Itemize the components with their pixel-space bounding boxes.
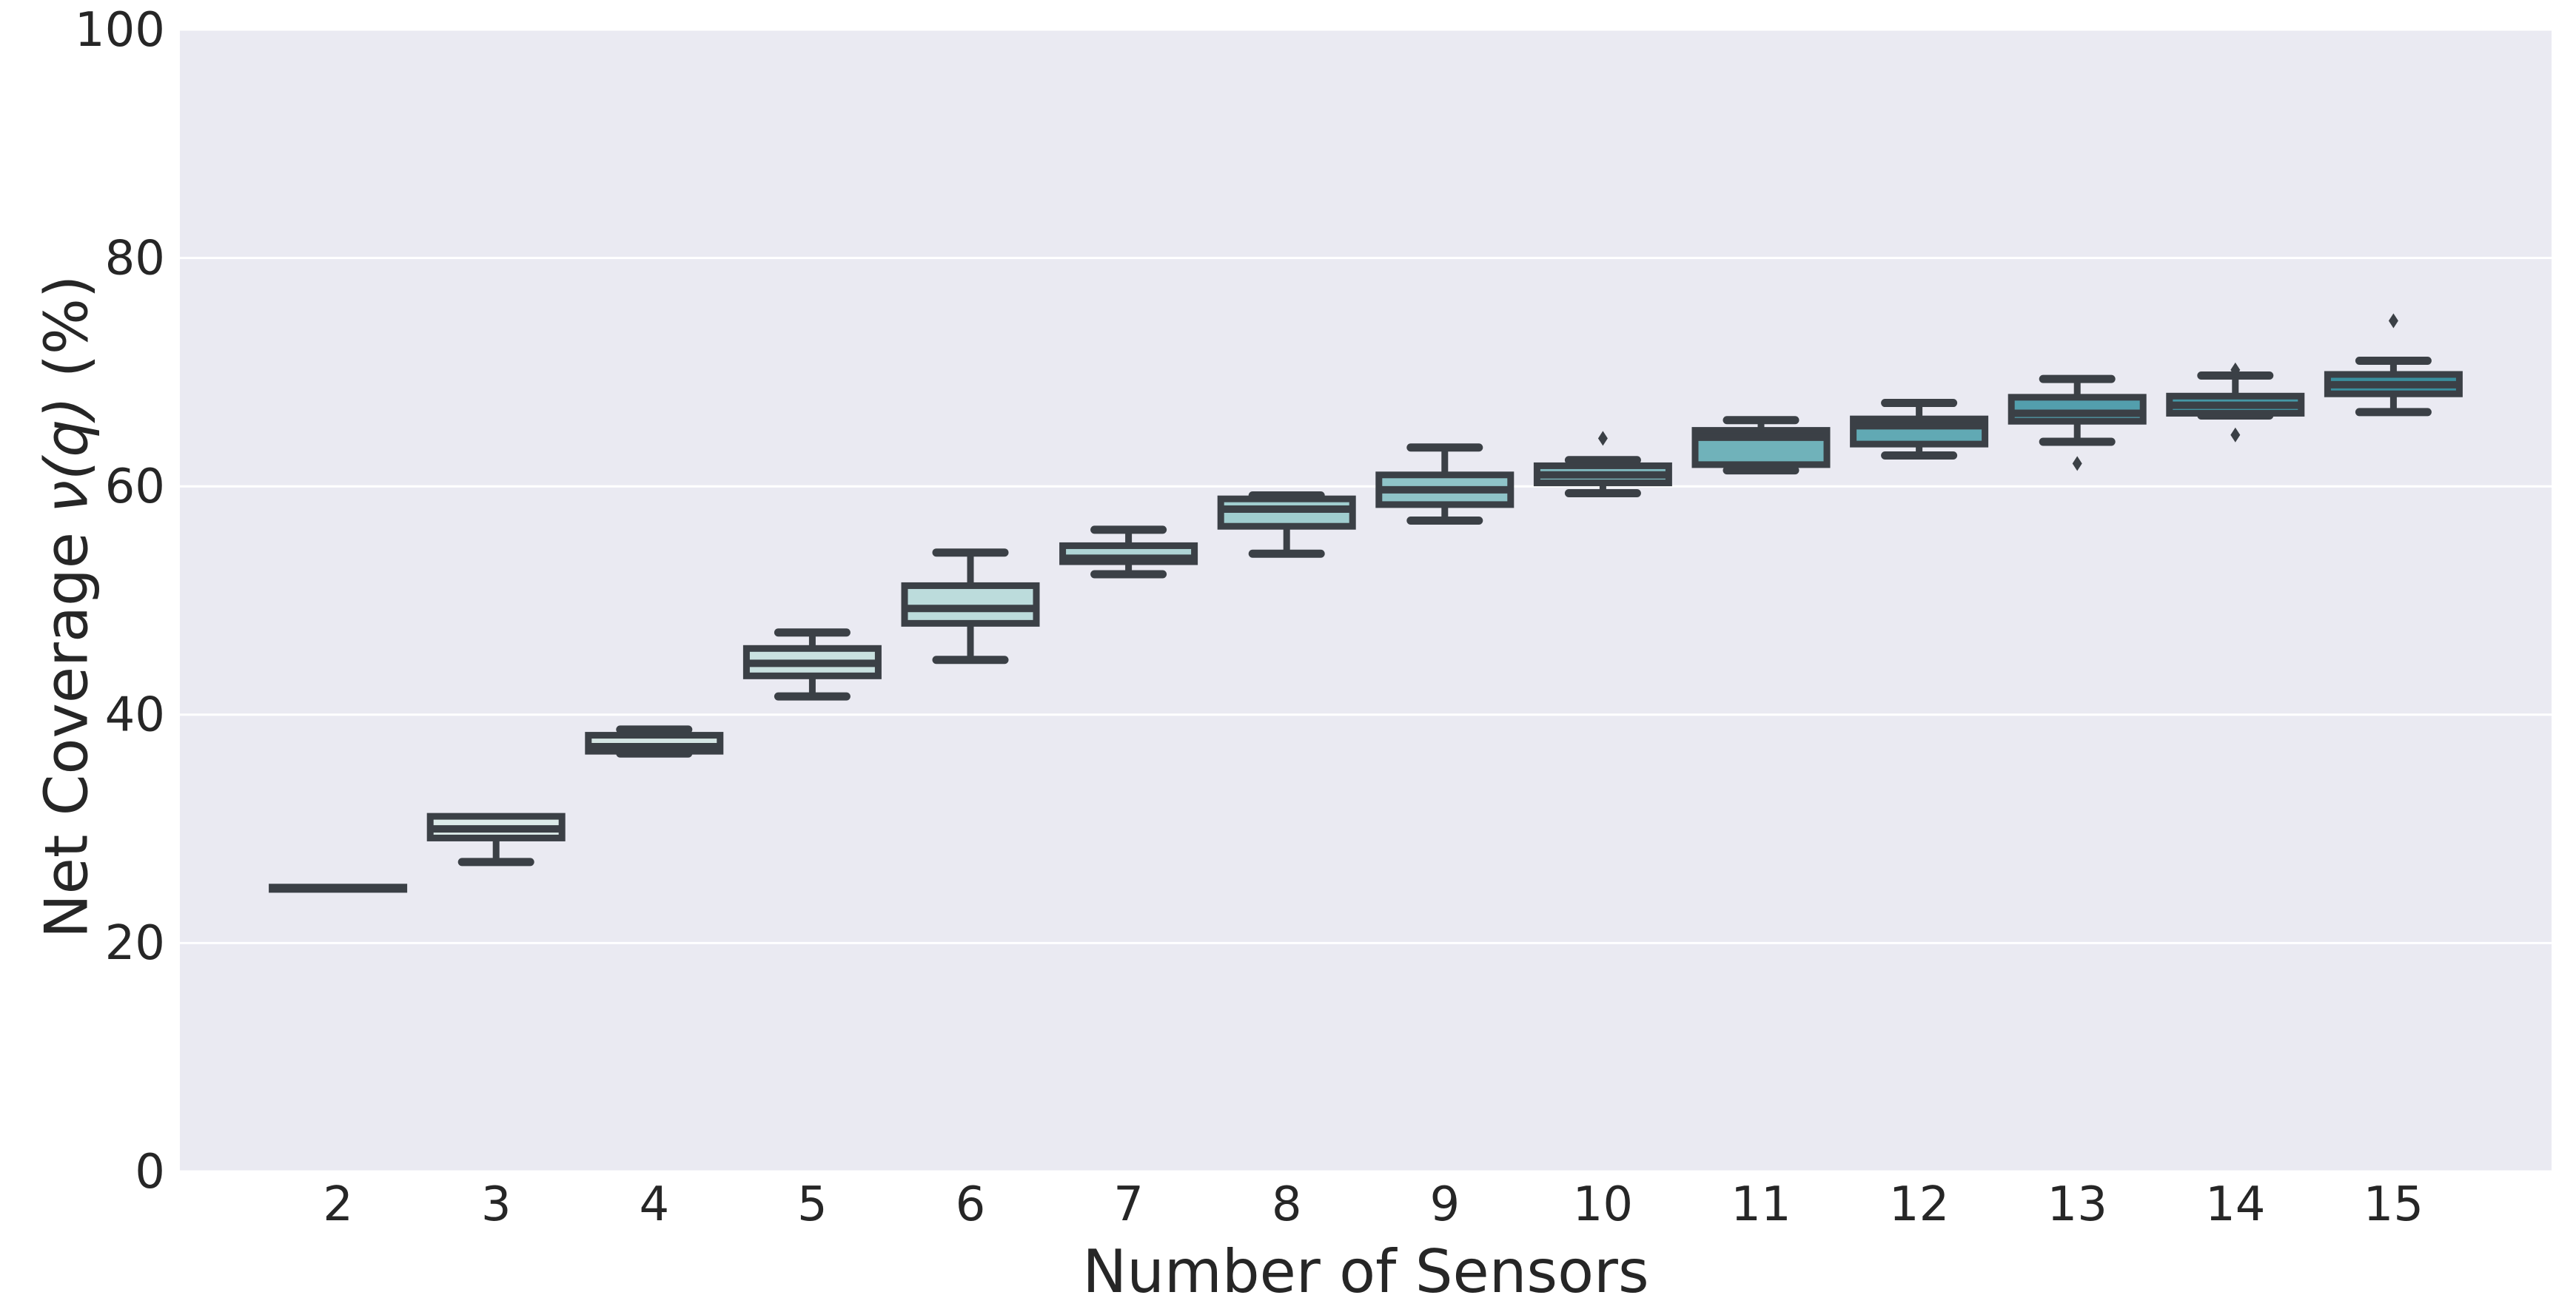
x-tick-label: 2 bbox=[323, 1177, 353, 1232]
box-group-4 bbox=[585, 725, 724, 758]
y-axis-title-prefix: Net Coverage bbox=[32, 513, 101, 939]
box-group-12 bbox=[1850, 399, 1989, 460]
x-tick-label: 11 bbox=[1731, 1177, 1791, 1232]
y-axis-title-math: ν(q) bbox=[32, 396, 101, 514]
x-tick-label: 15 bbox=[2364, 1177, 2424, 1232]
x-tick-label: 6 bbox=[956, 1177, 986, 1232]
y-tick-label: 100 bbox=[75, 3, 165, 58]
outlier-diamond bbox=[2388, 313, 2398, 329]
y-axis-title: Net Coverage ν(q) (%) bbox=[33, 275, 101, 938]
x-axis-title: Number of Sensors bbox=[1082, 1237, 1648, 1295]
box-group-15 bbox=[2324, 313, 2463, 417]
x-tick-label: 8 bbox=[1272, 1177, 1302, 1232]
box-group-10 bbox=[1533, 431, 1672, 497]
y-tick-label: 60 bbox=[105, 460, 165, 514]
x-tick-label: 14 bbox=[2205, 1177, 2265, 1232]
outlier-diamond bbox=[1597, 431, 1608, 446]
x-tick-label: 12 bbox=[1889, 1177, 1949, 1232]
x-axis-title-text: Number of Sensors bbox=[1082, 1237, 1649, 1295]
x-tick-label: 9 bbox=[1429, 1177, 1460, 1232]
box-group-3 bbox=[426, 813, 566, 867]
x-tick-label: 4 bbox=[639, 1177, 669, 1232]
box-group-2 bbox=[269, 884, 408, 893]
box-group-14 bbox=[2166, 362, 2305, 443]
box-group-7 bbox=[1059, 525, 1198, 579]
box-group-9 bbox=[1375, 443, 1515, 525]
outlier-diamond bbox=[2072, 456, 2082, 471]
box-group-8 bbox=[1217, 491, 1356, 558]
x-tick-label: 13 bbox=[2047, 1177, 2107, 1232]
outlier-diamond bbox=[2230, 362, 2241, 377]
y-tick-label: 40 bbox=[105, 688, 165, 743]
x-tick-label: 3 bbox=[481, 1177, 511, 1232]
box-rect bbox=[2008, 394, 2147, 425]
x-tick-label: 7 bbox=[1113, 1177, 1144, 1232]
plot-area bbox=[180, 30, 2552, 1171]
outlier-diamond bbox=[2230, 427, 2241, 443]
box-rect bbox=[901, 582, 1040, 627]
y-tick-label: 20 bbox=[105, 916, 165, 971]
box-group-13 bbox=[2008, 374, 2147, 471]
y-tick-label: 80 bbox=[105, 231, 165, 286]
x-tick-label: 5 bbox=[797, 1177, 828, 1232]
plot-group: 0 20 40 60 80 100 2 3 4 5 6 7 8 9 10 11 12 13 14 15 bbox=[75, 3, 2552, 1232]
y-tick-label: 0 bbox=[135, 1145, 165, 1200]
x-tick-label: 10 bbox=[1573, 1177, 1633, 1232]
y-axis-title-suffix: (%) bbox=[32, 275, 101, 397]
box-group-11 bbox=[1691, 416, 1831, 475]
box-group-5 bbox=[742, 628, 882, 701]
box-group-6 bbox=[901, 548, 1040, 665]
